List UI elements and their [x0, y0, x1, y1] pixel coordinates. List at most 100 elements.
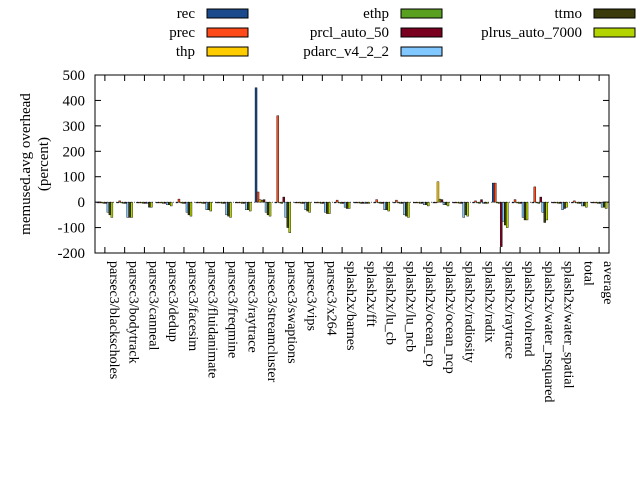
bar-plrus_auto_7000-splash2x/barnes: [347, 201, 351, 209]
x-tick-label: splash2x/barnes: [343, 261, 358, 350]
bar-pdarc_v4_2_2-parsec3/freqmine: [225, 201, 228, 216]
bar-ethp-splash2x/radiosity: [458, 201, 461, 204]
bar-prec-parsec3/fluidanimate: [197, 201, 200, 204]
bar-plrus_auto_7000-parsec3/canneal: [150, 201, 153, 208]
x-tick-label: total: [580, 261, 595, 286]
bar-prec-splash2x/radix: [474, 200, 477, 203]
bar-plrus_auto_7000-parsec3/x264: [328, 201, 331, 214]
bars: [95, 87, 609, 247]
y-tick-label: 300: [63, 119, 86, 135]
bar-ttmo-parsec3/blackscholes: [108, 201, 112, 216]
bar-thp-splash2x/ocean_ncp: [436, 181, 440, 203]
x-tick-label: parsec3/dedup: [165, 261, 180, 342]
bar-pdarc_v4_2_2-splash2x/radiosity: [462, 201, 465, 218]
x-tick-label: splash2x/water_nsquared: [541, 261, 556, 403]
bar-prec-splash2x/lu_cb: [375, 199, 378, 203]
bar-prcl_auto_50-splash2x/radix: [480, 199, 483, 203]
x-tick-label: parsec3/swaptions: [284, 261, 299, 364]
legend-swatch-rec: [206, 8, 249, 19]
bar-pdarc_v4_2_2-parsec3/x264: [324, 201, 327, 213]
bar-pdarc_v4_2_2-splash2x/water_nsquared: [541, 201, 545, 213]
legend-label-plrus_auto_7000: plrus_auto_7000: [481, 25, 582, 41]
bar-rec-splash2x/fft: [353, 201, 357, 204]
y-axis-label-line: (percent): [36, 137, 52, 191]
bar-ttmo-splash2x/lu_cb: [385, 201, 388, 210]
bar-ttmo-splash2x/raytrace: [504, 201, 507, 226]
y-axis-label: memused.avg overhead (percent): [18, 93, 52, 235]
x-tick-label: splash2x/volrend: [521, 261, 536, 357]
bar-prec-splash2x/ocean_ncp: [434, 201, 438, 204]
y-axis-label-line: memused.avg overhead: [18, 93, 34, 235]
y-tick-label: 500: [63, 68, 86, 84]
bar-prec-parsec3/swaptions: [276, 115, 280, 203]
bar-pdarc_v4_2_2-splash2x/volrend: [521, 201, 525, 218]
bar-plrus_auto_7000-splash2x/radiosity: [466, 201, 469, 217]
bar-prcl_auto_50-parsec3/fluidanimate: [203, 201, 206, 204]
x-tick-label: parsec3/bodytrack: [126, 261, 141, 364]
y-tick-label: -100: [58, 221, 86, 237]
x-axis: parsec3/blackscholes parsec3/bodytrack par…: [104, 75, 615, 403]
bar-plrus_auto_7000-splash2x/lu_ncb: [407, 201, 410, 218]
bar-rec-parsec3/streamcluster: [254, 87, 258, 203]
bar-plrus_auto_7000-splash2x/water_spatial: [565, 201, 568, 208]
bar-thp-parsec3/facesim: [179, 201, 183, 204]
bar-ttmo-splash2x/water_spatial: [563, 201, 566, 209]
x-tick-label: splash2x/raytrace: [501, 261, 516, 359]
bar-pdarc_v4_2_2-splash2x/lu_cb: [383, 201, 386, 210]
x-tick-label: splash2x/fft: [363, 261, 378, 327]
bar-plrus_auto_7000-parsec3/blackscholes: [110, 201, 114, 218]
bar-ttmo-parsec3/swaptions: [286, 201, 290, 228]
bar-pdarc_v4_2_2-parsec3/fluidanimate: [205, 201, 208, 210]
bar-plrus_auto_7000-splash2x/water_nsquared: [545, 201, 549, 221]
bar-pdarc_v4_2_2-splash2x/ocean_ncp: [442, 201, 446, 205]
bar-prec-parsec3/raytrace: [237, 201, 240, 204]
bar-prec-splash2x/raytrace: [494, 182, 497, 203]
x-tick-label: parsec3/facesim: [185, 261, 200, 351]
bar-ethp-average: [596, 201, 600, 204]
bar-rec-splash2x/volrend: [511, 201, 515, 204]
x-tick-label: parsec3/blackscholes: [106, 261, 121, 379]
bar-plrus_auto_7000-parsec3/dedup: [169, 201, 173, 207]
bar-plrus_auto_7000-splash2x/lu_cb: [387, 201, 390, 212]
bar-ethp-parsec3/streamcluster: [260, 199, 264, 203]
bar-ttmo-parsec3/bodytrack: [128, 201, 131, 218]
bar-thp-parsec3/streamcluster: [258, 199, 262, 203]
bar-ethp-splash2x/fft: [359, 201, 363, 204]
bar-ttmo-total: [583, 201, 586, 207]
bar-prec-splash2x/lu_ncb: [395, 199, 398, 203]
bar-pdarc_v4_2_2-parsec3/streamcluster: [264, 201, 268, 213]
bar-ttmo-parsec3/streamcluster: [266, 201, 270, 216]
x-tick-label: splash2x/radiosity: [462, 261, 477, 363]
bar-ttmo-parsec3/vips: [306, 201, 309, 212]
bar-prec-splash2x/volrend: [513, 199, 517, 203]
x-tick-label: parsec3/freqmine: [225, 261, 240, 358]
bar-prec-parsec3/blackscholes: [98, 201, 102, 204]
x-tick-label: parsec3/canneal: [145, 261, 160, 350]
bar-prcl_auto_50-splash2x/raytrace: [500, 201, 503, 247]
bar-prcl_auto_50-splash2x/barnes: [341, 201, 345, 204]
legend-label-prec: prec: [169, 25, 195, 41]
bar-ttmo-splash2x/fft: [365, 201, 369, 204]
x-tick-label: splash2x/water_spatial: [561, 261, 576, 389]
bar-pdarc_v4_2_2-average: [600, 201, 604, 208]
bar-thp-splash2x/volrend: [515, 201, 519, 204]
bar-ttmo-splash2x/lu_ncb: [405, 201, 408, 217]
plot-frame: [94, 74, 610, 254]
bar-prec-parsec3/facesim: [177, 198, 181, 203]
bar-ttmo-splash2x/radiosity: [464, 201, 467, 216]
x-tick-label: splash2x/lu_cb: [383, 261, 398, 345]
bar-rec-average: [590, 201, 594, 204]
bar-prcl_auto_50-parsec3/streamcluster: [262, 199, 266, 203]
x-tick-label: parsec3/x264: [323, 261, 338, 336]
bar-plrus_auto_7000-parsec3/raytrace: [249, 201, 252, 212]
bar-ttmo-splash2x/ocean_cp: [424, 201, 428, 205]
bar-ttmo-parsec3/facesim: [187, 201, 191, 216]
bar-ttmo-splash2x/volrend: [523, 201, 527, 221]
bar-prcl_auto_50-parsec3/blackscholes: [104, 201, 108, 204]
bar-prec-splash2x/barnes: [335, 199, 339, 203]
bar-plrus_auto_7000-splash2x/radix: [486, 201, 489, 204]
bar-rec-parsec3/dedup: [155, 201, 159, 204]
legend-label-ttmo: ttmo: [554, 6, 582, 22]
legend-label-rec: rec: [177, 6, 196, 22]
